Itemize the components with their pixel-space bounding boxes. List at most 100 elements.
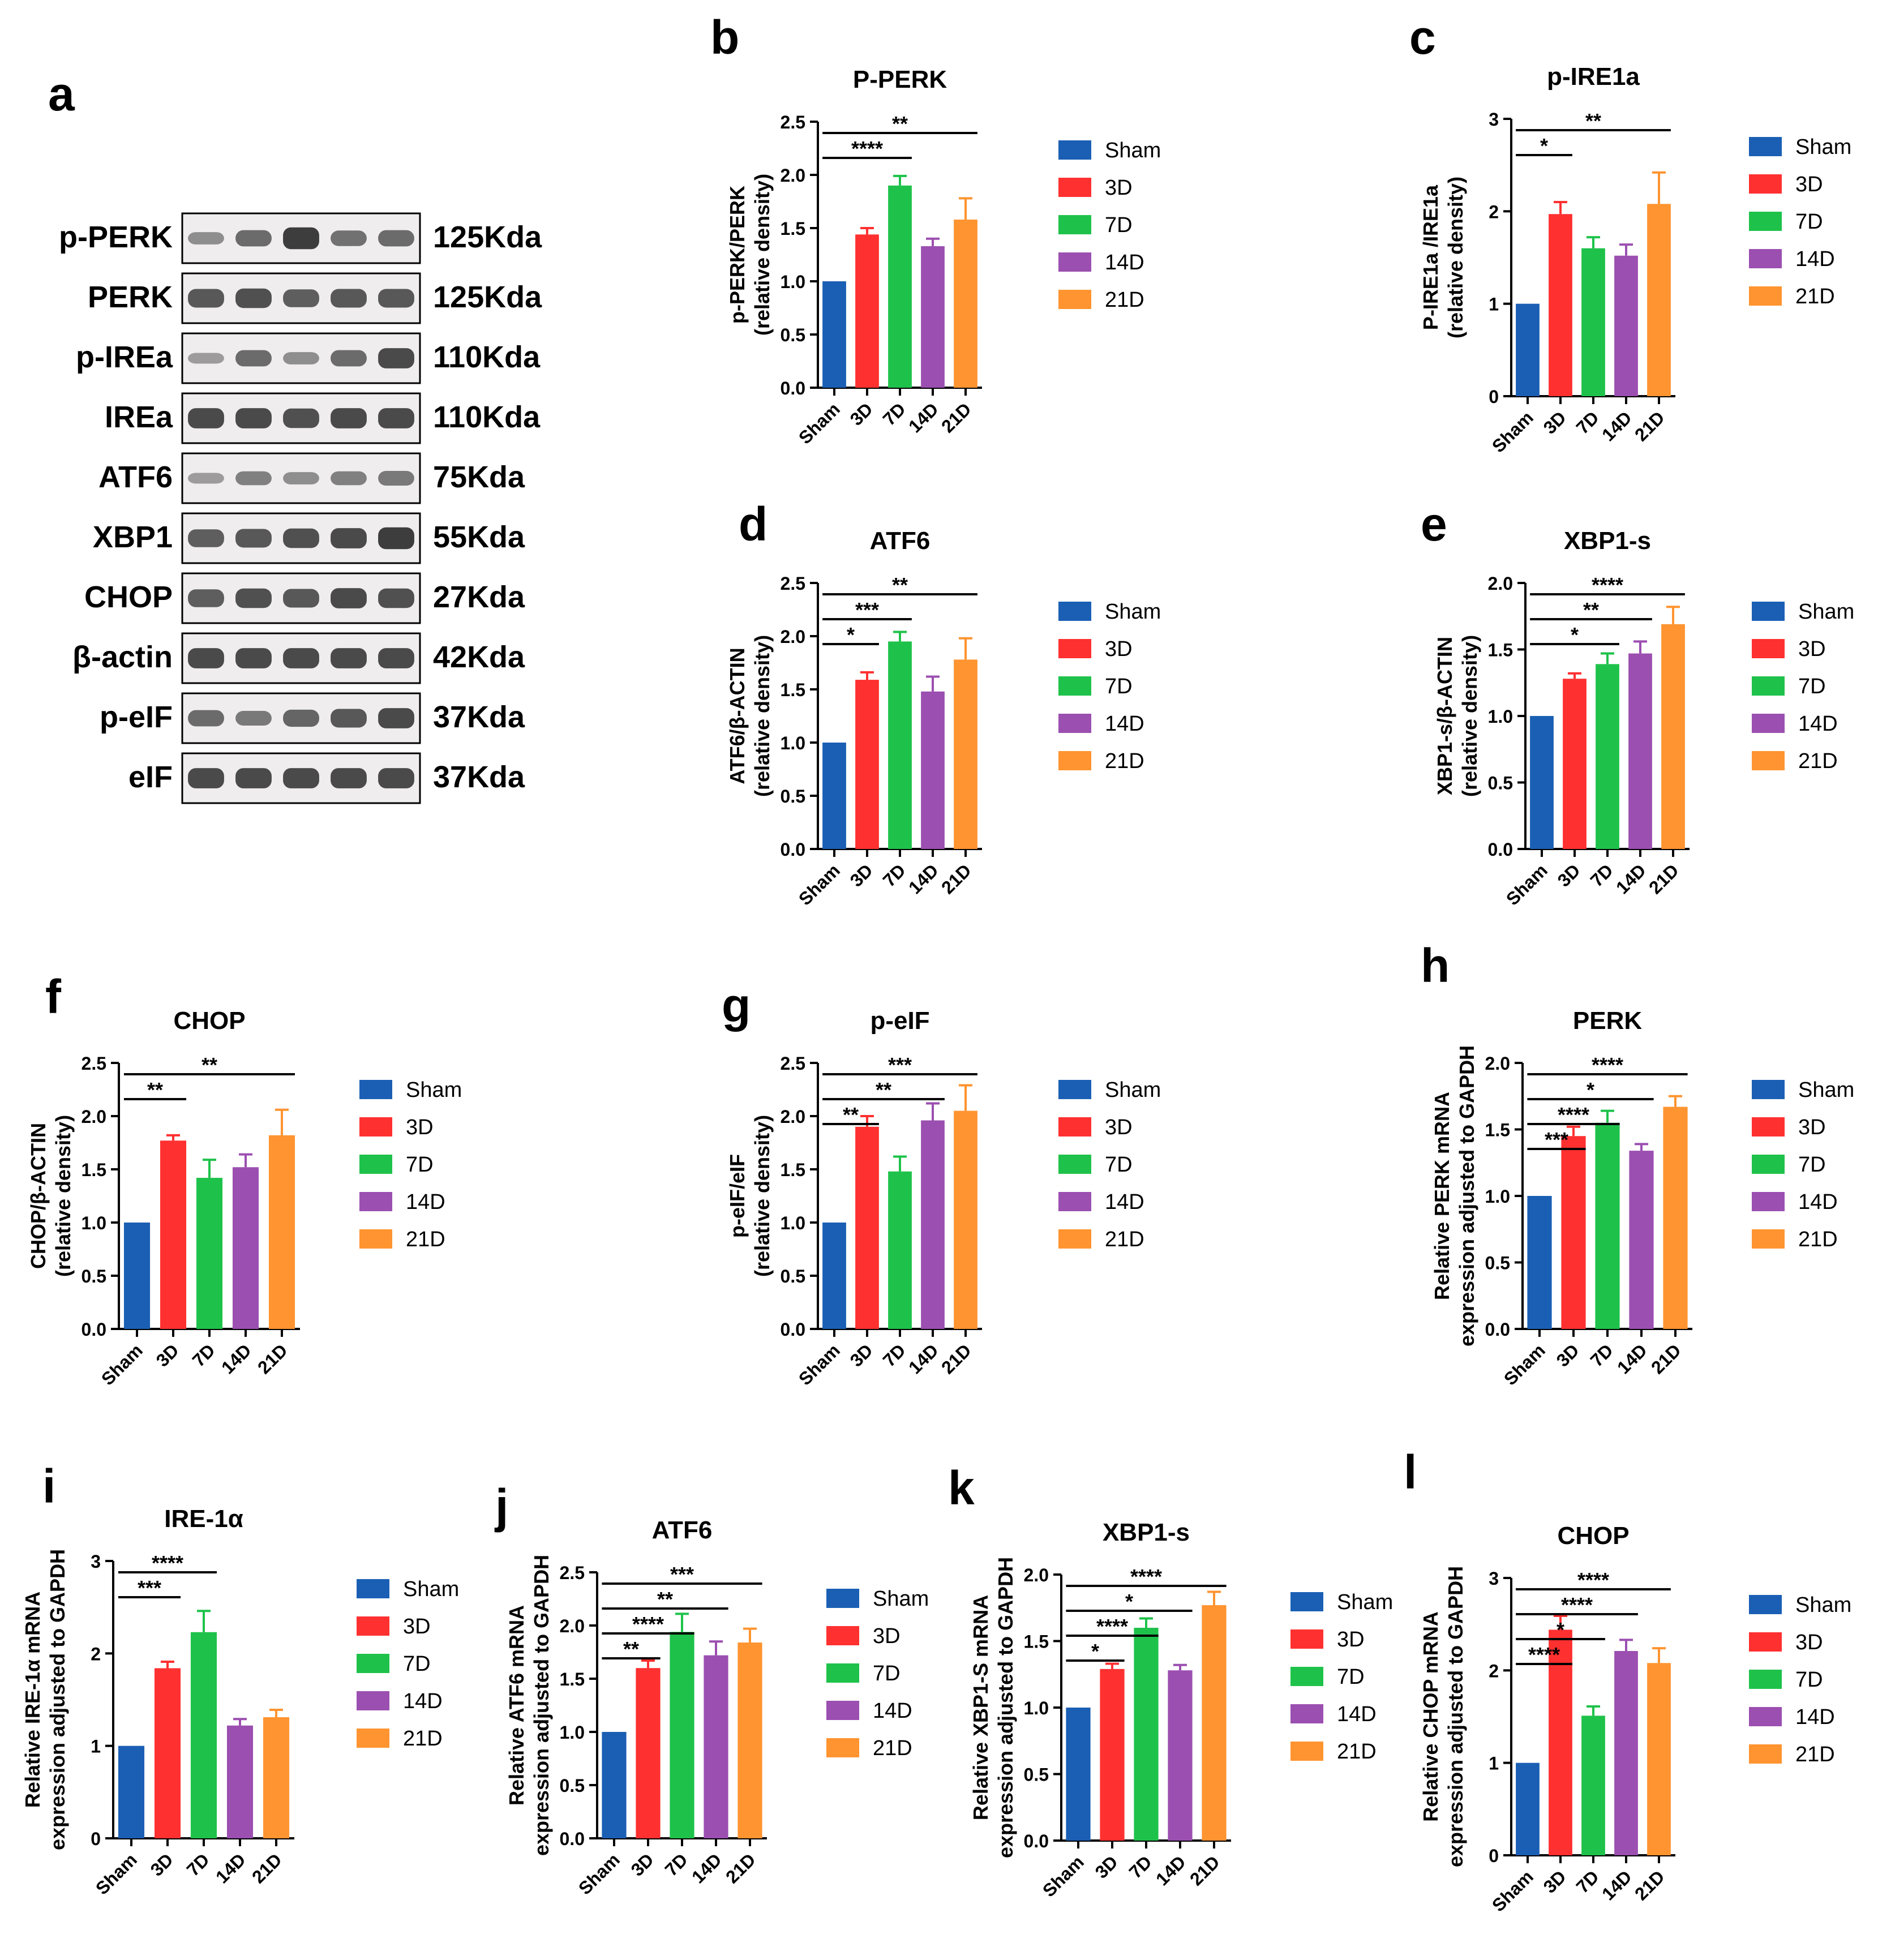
significance-label: *** [855,598,879,621]
x-tick-label: 21D [1647,1340,1685,1378]
significance-label: ** [892,573,908,597]
legend-label: 21D [1798,749,1838,773]
y-tick-label: 3 [91,1551,101,1572]
chart-panel-d: d ATF6 0.0 0.5 1.0 1.5 2.0 2.5 ATF6/β-ACTIN(rela… [726,497,1161,910]
blot-band [283,352,319,364]
blot-protein-label: PERK [88,280,173,314]
legend-label: 14D [406,1190,445,1214]
legend-label: Sham [1798,600,1854,624]
bar-3d [1549,1629,1572,1855]
bar-14d [1614,1651,1638,1855]
x-tick-label: 21D [937,1340,975,1378]
legend-swatch [1749,1707,1782,1726]
legend-label: 14D [1337,1702,1377,1726]
x-tick-label: 3D [1540,407,1570,438]
x-tick-label: 3D [846,398,877,429]
legend-swatch [1752,1192,1785,1211]
bar-14d [921,1120,945,1329]
y-axis-label-line: ATF6/β-ACTIN [726,647,749,784]
legend-swatch [1752,639,1785,658]
blot-band [378,471,414,486]
significance-label: * [847,623,855,646]
legend-swatch [1058,639,1091,658]
y-tick-label: 2.5 [781,1053,805,1074]
legend-swatch [1749,137,1782,156]
bar-7d [888,1171,912,1329]
y-tick-label: 1 [1489,294,1499,315]
y-axis-label-line: (relative density) [751,174,774,336]
blot-band [235,588,272,608]
y-axis-label: Relative ATF6 mRNAexpression adjusted to… [505,1555,553,1856]
legend-swatch [359,1080,392,1099]
legend-label: 3D [1798,637,1826,661]
bar-14d [232,1167,259,1329]
x-tick-label: 14D [688,1849,726,1887]
x-tick-label: Sham [92,1849,141,1898]
x-tick-label: 14D [1612,860,1650,898]
legend-swatch [1749,174,1782,194]
legend-swatch [1058,1080,1091,1099]
bar-14d [1168,1670,1193,1841]
y-axis-label: Relative IRE-1α mRNAexpression adjusted … [21,1549,69,1850]
chart-title: p-eIF [870,1007,929,1035]
y-tick-label: 2.5 [560,1563,585,1583]
chart-title: IRE-1α [164,1505,243,1533]
blot-band [283,589,319,608]
x-tick-label: 7D [188,1340,219,1370]
bar-14d [704,1655,728,1838]
significance-label: * [1557,1618,1564,1641]
x-tick-label: 3D [846,860,877,890]
x-tick-label: 3D [152,1340,183,1370]
blot-band [188,589,224,607]
x-tick-label: 14D [1598,1866,1636,1904]
x-tick-label: 7D [661,1849,692,1880]
legend-swatch [826,1701,859,1720]
blot-size-label: 37Kda [433,760,525,794]
significance-label: ** [623,1637,639,1661]
y-axis-label: Relative PERK mRNAexpression adjusted to… [1430,1045,1478,1346]
chart-panel-i: i IRE-1α 0 1 2 3 Relative IRE-1α mRNAexpressio… [21,1460,459,1899]
legend-swatch [1058,1155,1091,1174]
y-tick-label: 2.5 [781,573,805,594]
chart-panel-h: h PERK 0.0 0.5 1.0 1.5 2.0 Relative PERK mRNAex… [1421,939,1854,1389]
x-tick-label: 21D [1631,407,1669,445]
significance-label: *** [138,1576,161,1599]
bar-sham [822,1223,846,1329]
blot-band [235,350,272,367]
significance-label: * [1540,134,1548,157]
legend-swatch [359,1155,392,1174]
y-tick-label: 2.0 [1024,1565,1049,1585]
bar-14d [1614,255,1638,396]
blot-band [235,529,272,548]
blot-band [235,230,272,247]
y-axis-label-line: (relative density) [1444,177,1467,338]
legend-swatch [359,1229,392,1249]
panel-letter-d: d [739,497,768,551]
legend-swatch [1058,178,1091,197]
bar-21d [738,1642,762,1838]
blot-band [283,768,319,788]
blot-band [283,289,319,307]
blot-protein-label: eIF [128,760,173,794]
legend-swatch [1058,140,1091,160]
legend-label: 3D [1105,176,1133,200]
blot-band [331,289,367,308]
legend-swatch [1290,1592,1323,1611]
blot-band [235,408,272,428]
legend-label: 14D [1795,1705,1835,1729]
legend-label: 14D [1105,712,1144,736]
y-axis-label-line: expression adjusted to GAPDH [46,1549,69,1850]
x-tick-label: Sham [795,860,844,909]
x-tick-label: 14D [904,860,942,898]
bar-7d [670,1632,694,1838]
blot-band [283,528,319,548]
y-tick-label: 0 [1489,387,1499,407]
legend-label: Sham [1105,139,1161,162]
x-tick-label: Sham [574,1849,624,1898]
y-axis-label-line: p-PERK/PERK [726,186,749,324]
bar-sham [602,1732,627,1838]
bar-7d [1581,248,1605,396]
bar-21d [954,659,977,849]
legend-label: 3D [1798,1116,1826,1139]
